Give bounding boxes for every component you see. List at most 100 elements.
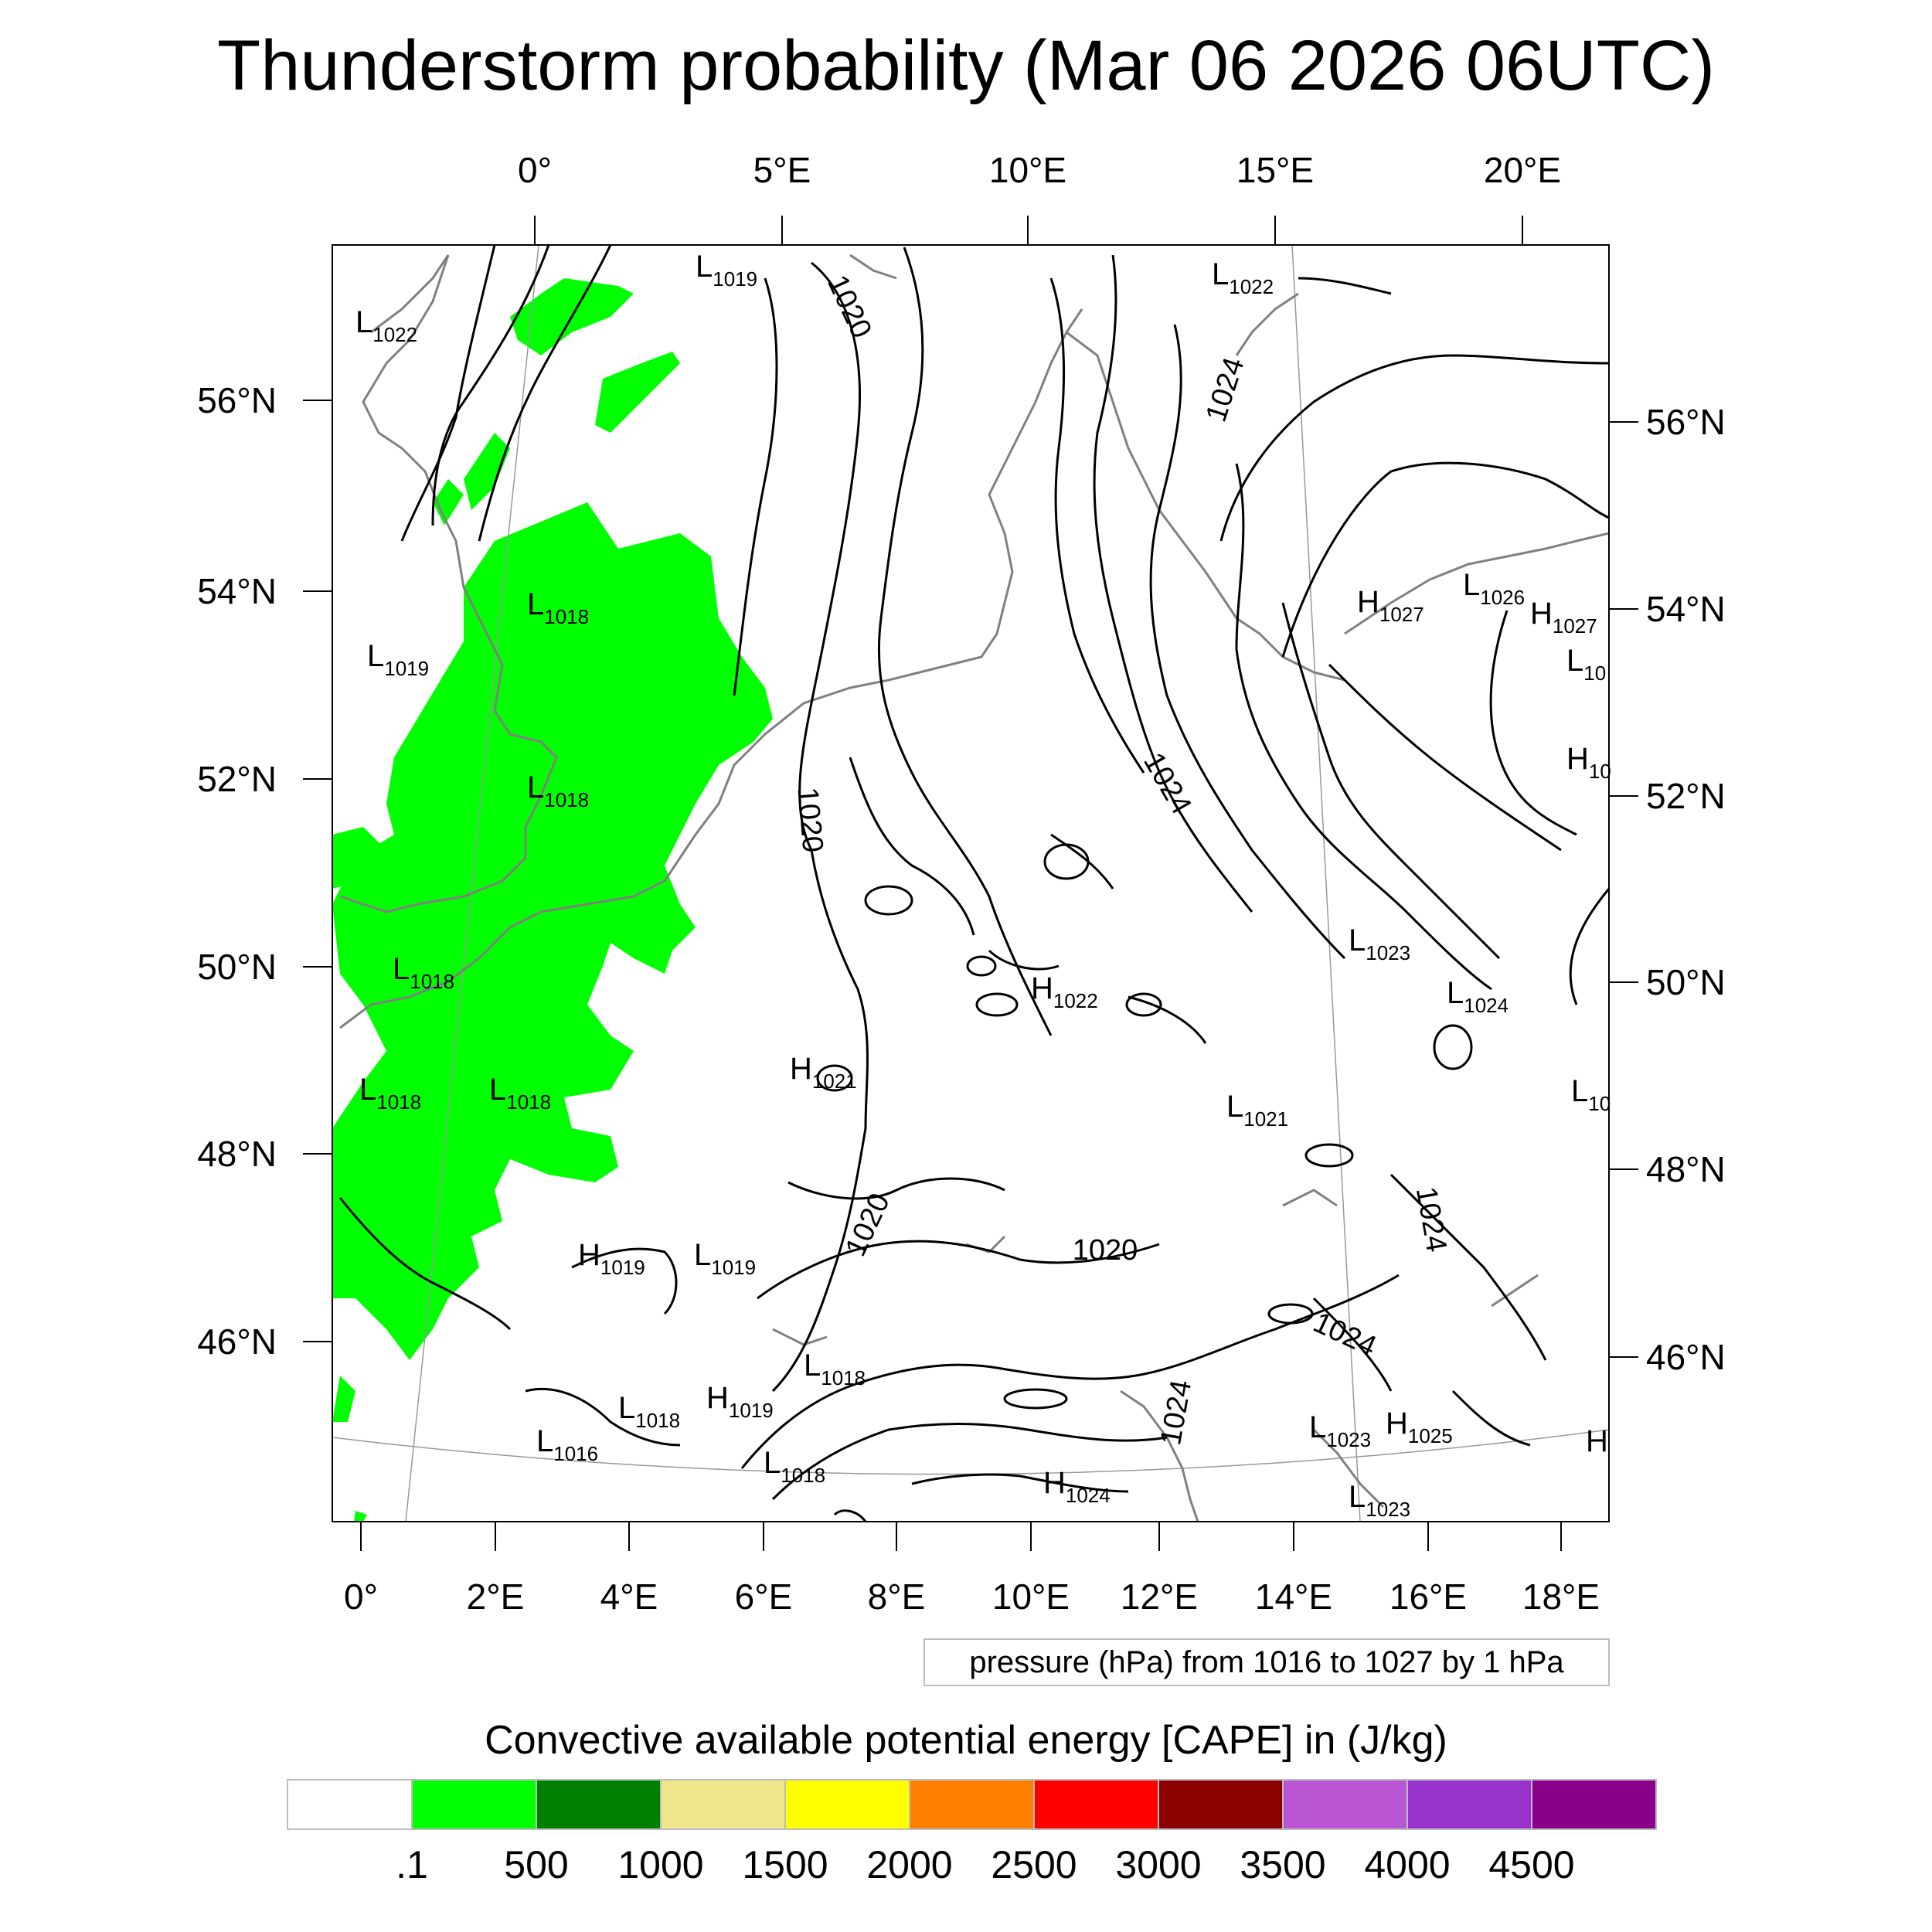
isobar-label: 1020 bbox=[791, 786, 828, 854]
isobar-label: 1020 bbox=[1073, 1234, 1138, 1267]
top-lon-label: 15°E bbox=[1236, 150, 1314, 190]
pressure-center-label: H1024 bbox=[1043, 1466, 1111, 1507]
pressure-center-label: L1018 bbox=[527, 587, 589, 628]
right-lat-label: 50°N bbox=[1646, 962, 1726, 1002]
cape-area-corner bbox=[354, 1511, 367, 1522]
cape-area-streak-3 bbox=[464, 433, 510, 510]
map-frame bbox=[332, 244, 1610, 1522]
pressure-center-label: L1018 bbox=[618, 1391, 680, 1432]
pressure-center-label: H1027 bbox=[1357, 585, 1424, 626]
left-lat-labels: 56°N 54°N 52°N 50°N 48°N 46°N bbox=[197, 380, 277, 1362]
coastlines bbox=[339, 253, 1609, 1522]
pressure-center-label: L1022 bbox=[355, 305, 417, 346]
pressure-center-label: H1021 bbox=[790, 1052, 857, 1093]
right-lat-label: 54°N bbox=[1646, 589, 1726, 629]
pressure-center-label: L1018 bbox=[764, 1446, 825, 1487]
cape-area-main bbox=[332, 502, 773, 1360]
pressure-center-label: L1023 bbox=[1349, 923, 1410, 964]
colorbar-label: 2500 bbox=[991, 1843, 1077, 1886]
pressure-center-label: H bbox=[1586, 1424, 1608, 1458]
colorbar-label: 4000 bbox=[1364, 1843, 1450, 1886]
pressure-center-label: L1021 bbox=[1226, 1090, 1288, 1131]
left-lat-label: 56°N bbox=[197, 380, 277, 420]
isobar-label: 1024 bbox=[1308, 1306, 1381, 1363]
cape-area-south bbox=[332, 1376, 355, 1422]
cape-colorbar: .1 500 1000 1500 2000 2500 3000 3500 4000 4500 bbox=[287, 1779, 1657, 1886]
pressure-center-label: L1023 bbox=[1309, 1410, 1371, 1451]
pressure-center-label: H1025 bbox=[1386, 1406, 1453, 1447]
pressure-center-label: L10 bbox=[1566, 644, 1606, 685]
chart-title: Thunderstorm probability (Mar 06 2026 06… bbox=[217, 26, 1715, 105]
bottom-lon-labels: 0° 2°E 4°E 6°E 8°E 10°E 12°E 14°E 16°E 1… bbox=[344, 1577, 1600, 1617]
right-lat-label: 48°N bbox=[1646, 1149, 1726, 1189]
colorbar-swatch bbox=[1406, 1779, 1532, 1830]
colorbar-swatch bbox=[1158, 1779, 1284, 1830]
pressure-center-label: H1027 bbox=[1530, 597, 1597, 638]
top-lon-label: 5°E bbox=[753, 150, 811, 190]
bottom-lon-label: 0° bbox=[344, 1577, 378, 1617]
colorbar-swatch bbox=[287, 1779, 413, 1830]
pressure-center-label: H1019 bbox=[706, 1381, 774, 1422]
colorbar-label: 3000 bbox=[1115, 1843, 1201, 1886]
cape-area-west-1 bbox=[332, 827, 386, 889]
pressure-center-label: L1018 bbox=[804, 1349, 866, 1389]
left-lat-label: 52°N bbox=[197, 759, 277, 799]
bottom-lon-label: 10°E bbox=[992, 1577, 1070, 1617]
colorbar-label: 2000 bbox=[866, 1843, 952, 1886]
pressure-center-label: L1018 bbox=[527, 770, 589, 811]
isobar-loops bbox=[816, 843, 1473, 1410]
bottom-lon-label: 2°E bbox=[467, 1577, 525, 1617]
bottom-lon-label: 18°E bbox=[1522, 1577, 1600, 1617]
colorbar-swatch bbox=[1282, 1779, 1408, 1830]
pressure-center-label: L1018 bbox=[393, 952, 454, 993]
colorbar-swatch bbox=[784, 1779, 910, 1830]
colorbar-label: 1500 bbox=[742, 1843, 828, 1886]
right-lat-label: 46°N bbox=[1646, 1337, 1726, 1377]
isobar-label: 1024 bbox=[1137, 747, 1198, 820]
colorbar-label: 500 bbox=[504, 1843, 568, 1886]
cape-fill-layer bbox=[332, 278, 773, 1522]
isobar-label: 1020 bbox=[821, 270, 878, 343]
legend-title: Convective available potential energy [C… bbox=[485, 1718, 1447, 1763]
colorbar-swatch bbox=[411, 1779, 537, 1830]
bottom-lon-label: 12°E bbox=[1121, 1577, 1198, 1617]
colorbar-swatch bbox=[1033, 1779, 1159, 1830]
isobar-label: 1024 bbox=[1200, 354, 1251, 426]
left-lat-label: 48°N bbox=[197, 1134, 277, 1174]
pressure-center-label: L10 bbox=[1571, 1074, 1611, 1115]
colorbar-swatch bbox=[909, 1779, 1035, 1830]
left-lat-label: 46°N bbox=[197, 1321, 277, 1362]
right-lat-labels: 56°N 54°N 52°N 50°N 48°N 46°N bbox=[1646, 402, 1726, 1377]
left-lat-label: 50°N bbox=[197, 947, 277, 987]
left-lat-label: 54°N bbox=[197, 571, 277, 611]
pressure-center-label: H10 bbox=[1566, 742, 1611, 783]
pressure-center-label: L1016 bbox=[536, 1424, 598, 1465]
pressure-center-label: L1026 bbox=[1463, 568, 1525, 609]
bottom-lon-label: 8°E bbox=[868, 1577, 926, 1617]
colorbar-label: 1000 bbox=[617, 1843, 703, 1886]
pressure-center-label: H1019 bbox=[578, 1238, 645, 1279]
bottom-lon-label: 4°E bbox=[600, 1577, 658, 1617]
top-lon-label: 10°E bbox=[989, 150, 1066, 190]
pressure-center-label: L1018 bbox=[489, 1073, 551, 1114]
top-lon-label: 20°E bbox=[1484, 150, 1561, 190]
colorbar-label: 3500 bbox=[1240, 1843, 1325, 1886]
colorbar-label: 4500 bbox=[1488, 1843, 1574, 1886]
top-lon-labels: 0° 5°E 10°E 15°E 20°E bbox=[518, 150, 1561, 190]
colorbar-swatch bbox=[660, 1779, 786, 1830]
right-lat-label: 56°N bbox=[1646, 402, 1726, 442]
colorbar-swatch bbox=[1531, 1779, 1657, 1830]
pressure-center-label: H1022 bbox=[1031, 971, 1098, 1012]
pressure-center-label: L1019 bbox=[694, 1238, 756, 1279]
pressure-centers: L1022 L1019 L1022 L1018 L1019 L1018 L1018 L1018… bbox=[355, 250, 1611, 1521]
pressure-center-label: L1018 bbox=[359, 1073, 421, 1114]
cape-area-streak-2 bbox=[595, 352, 680, 433]
right-lat-label: 52°N bbox=[1646, 776, 1726, 816]
cape-area-streak-4 bbox=[433, 479, 464, 526]
pressure-center-label: L1022 bbox=[1212, 257, 1274, 298]
bottom-lon-label: 14°E bbox=[1255, 1577, 1332, 1617]
pressure-note: pressure (hPa) from 1016 to 1027 by 1 hP… bbox=[923, 1638, 1610, 1686]
pressure-center-label: L1019 bbox=[696, 250, 757, 291]
isobars bbox=[338, 245, 1609, 1522]
